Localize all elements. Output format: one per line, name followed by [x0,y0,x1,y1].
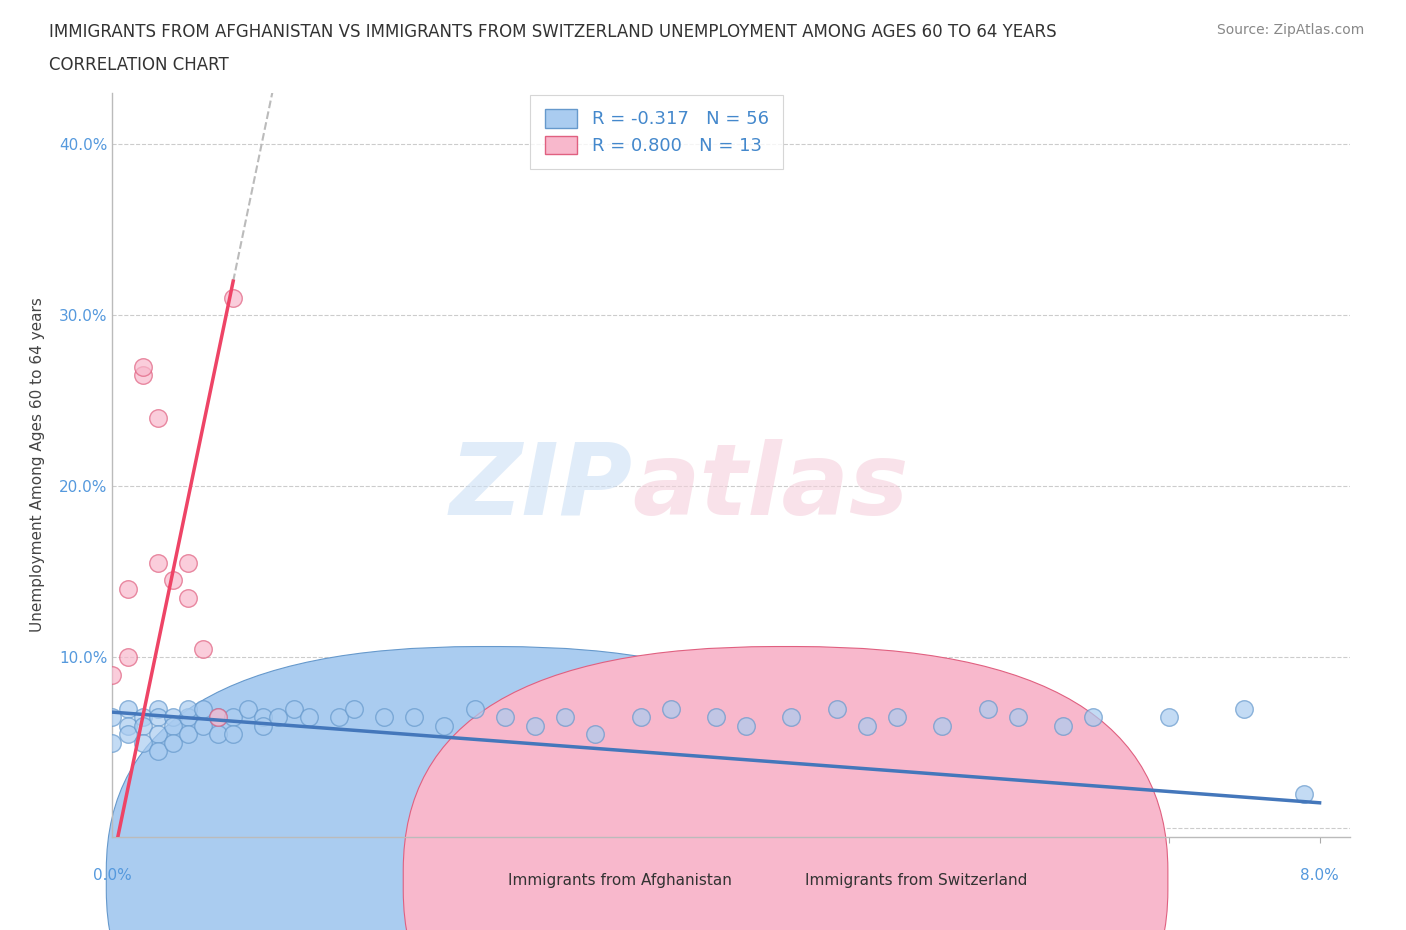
Point [162,718,184,733]
Point [931,718,953,733]
Point [222,727,245,742]
Point [177,591,200,605]
Point [433,718,456,733]
Point [191,701,214,716]
Point [101,667,124,682]
Point [131,710,153,724]
Point [1294,787,1316,802]
Point [146,744,169,759]
Text: 0.0%: 0.0% [93,868,132,883]
Point [222,291,245,306]
Point [146,556,169,571]
Point [328,710,350,724]
Text: atlas: atlas [633,439,908,536]
Text: IMMIGRANTS FROM AFGHANISTAN VS IMMIGRANTS FROM SWITZERLAND UNEMPLOYMENT AMONG AG: IMMIGRANTS FROM AFGHANISTAN VS IMMIGRANT… [49,23,1057,41]
Point [222,710,245,724]
Point [856,718,879,733]
Point [117,718,139,733]
Point [101,710,124,724]
Point [146,710,169,724]
Point [523,718,546,733]
Point [131,367,153,382]
Point [976,701,998,716]
Point [1233,701,1256,716]
Point [1157,710,1180,724]
Point [191,718,214,733]
Point [886,710,908,724]
Point [1007,710,1029,724]
Point [735,718,758,733]
Point [101,736,124,751]
Point [162,710,184,724]
Y-axis label: Unemployment Among Ages 60 to 64 years: Unemployment Among Ages 60 to 64 years [31,298,45,632]
Point [252,710,274,724]
Point [117,650,139,665]
Point [146,701,169,716]
Text: ZIP: ZIP [449,439,633,536]
Point [207,710,229,724]
Point [780,710,803,724]
Point [373,710,395,724]
Text: Immigrants from Switzerland: Immigrants from Switzerland [806,872,1028,887]
Point [146,410,169,425]
Text: 8.0%: 8.0% [1301,868,1339,883]
Point [191,642,214,657]
Point [177,710,200,724]
Point [1052,718,1074,733]
Point [464,701,486,716]
Point [583,727,606,742]
Point [343,701,366,716]
Point [162,736,184,751]
Point [298,710,321,724]
Point [146,727,169,742]
Point [659,701,682,716]
Point [131,718,153,733]
Point [131,359,153,374]
Point [177,701,200,716]
Point [117,701,139,716]
Text: CORRELATION CHART: CORRELATION CHART [49,56,229,73]
Point [131,736,153,751]
Point [177,556,200,571]
Point [267,710,290,724]
Point [177,727,200,742]
Point [404,710,426,724]
Point [704,710,727,724]
Point [117,581,139,596]
Point [494,710,516,724]
Point [238,701,260,716]
Point [207,727,229,742]
Point [162,573,184,588]
Point [825,701,848,716]
Point [554,710,576,724]
Point [283,701,305,716]
Text: Source: ZipAtlas.com: Source: ZipAtlas.com [1216,23,1364,37]
FancyBboxPatch shape [107,646,870,930]
Legend: R = -0.317   N = 56, R = 0.800   N = 13: R = -0.317 N = 56, R = 0.800 N = 13 [530,95,783,169]
Point [630,710,652,724]
Point [1083,710,1105,724]
Point [207,710,229,724]
Text: Immigrants from Afghanistan: Immigrants from Afghanistan [509,872,733,887]
Point [117,727,139,742]
FancyBboxPatch shape [404,646,1168,930]
Point [252,718,274,733]
